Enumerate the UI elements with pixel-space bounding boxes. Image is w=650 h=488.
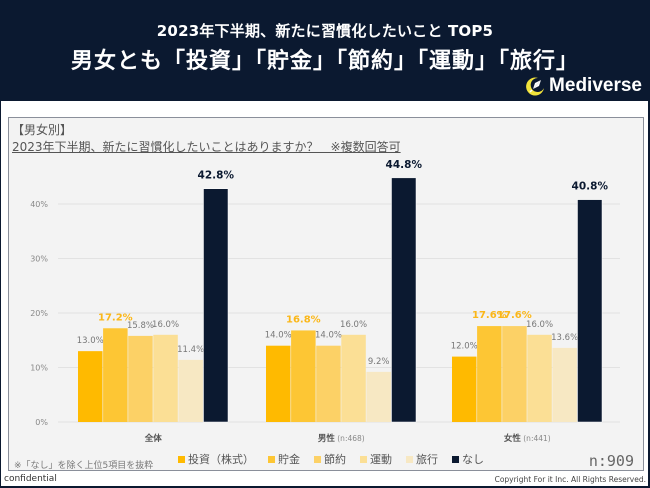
section-label: 【男女別】	[12, 123, 73, 137]
data-label: 13.6%	[551, 333, 578, 343]
confidential-label: confidential	[4, 474, 57, 484]
copyright: Copyright For it Inc. All Rights Reserve…	[494, 475, 646, 484]
data-label: 17.6%	[497, 310, 532, 321]
bar-0-1	[103, 328, 128, 422]
data-label: 14.0%	[315, 331, 342, 341]
logo-text: Mediverse	[549, 75, 642, 96]
data-label: 16.0%	[152, 320, 179, 330]
legend-label: 節約	[324, 453, 346, 466]
rocket-moon-icon	[526, 77, 545, 96]
legend-label: なし	[462, 453, 484, 466]
data-label: 16.0%	[526, 320, 553, 330]
data-label: 17.6%	[472, 310, 507, 321]
bar-2-2	[502, 326, 527, 422]
legend-label: 貯金	[278, 453, 300, 466]
legend-swatch	[406, 455, 413, 463]
y-tick-label: 0%	[35, 418, 48, 427]
category-label: 女性 (n:441)	[504, 433, 551, 444]
legend-swatch	[360, 455, 367, 463]
bar-0-2	[128, 335, 153, 422]
bar-0-5	[203, 188, 229, 423]
bar-0-3	[153, 334, 178, 422]
y-tick-label: 20%	[30, 309, 48, 318]
survey-question: 2023年下半期、新たに習慣化したいことはありますか？ ※複数回答可	[12, 140, 401, 154]
header: 2023年下半期、新たに習慣化したいこと TOP5 男女とも「投資」「貯金」「節…	[0, 0, 650, 101]
legend-item: 運動	[360, 451, 392, 467]
legend-item: 旅行	[406, 451, 438, 467]
data-label: 11.4%	[177, 345, 204, 355]
bar-2-1	[477, 326, 502, 422]
bar-1-3	[341, 334, 366, 422]
y-tick-label: 40%	[30, 200, 48, 209]
data-label: 17.2%	[98, 312, 133, 323]
bar-2-4	[552, 347, 577, 422]
legend-swatch	[314, 455, 321, 463]
bar-0-4	[178, 359, 203, 422]
bar-1-0	[266, 345, 291, 422]
data-label: 16.0%	[340, 320, 367, 330]
legend-swatch	[178, 455, 185, 463]
data-label: 14.0%	[265, 331, 292, 341]
bar-1-5	[391, 177, 417, 423]
bar-1-4	[366, 371, 391, 422]
data-label: 40.8%	[572, 181, 609, 193]
data-label: 15.8%	[127, 321, 154, 331]
y-tick-label: 30%	[30, 255, 48, 264]
legend-label: 旅行	[416, 453, 438, 466]
logo: Mediverse	[524, 74, 642, 98]
legend-item: 投資（株式）	[178, 451, 254, 467]
bar-2-0	[452, 356, 477, 422]
category-label: 男性 (n:468)	[318, 433, 365, 444]
data-label: 13.0%	[77, 336, 104, 346]
bar-0-0	[78, 351, 103, 422]
category-label: 全体	[144, 433, 163, 444]
legend-item: 貯金	[268, 451, 300, 467]
data-label: 9.2%	[368, 357, 390, 367]
data-label: 44.8%	[386, 159, 423, 171]
legend-label: 投資（株式）	[188, 453, 254, 466]
bar-2-3	[527, 334, 552, 422]
legend-label: 運動	[370, 453, 392, 466]
legend-item: 節約	[314, 451, 346, 467]
title-line-1: 2023年下半期、新たに習慣化したいこと TOP5	[156, 22, 494, 40]
bar-1-2	[316, 345, 341, 422]
bar-2-5	[577, 199, 603, 423]
title-line-2: 男女とも「投資」「貯金」「節約」「運動」「旅行」	[70, 49, 579, 74]
y-tick-label: 10%	[30, 364, 48, 373]
chart-legend: 投資（株式） 貯金 節約 運動 旅行 なし	[178, 451, 484, 467]
data-label: 12.0%	[451, 342, 478, 352]
footnote: ※「なし」を除く上位5項目を抜粋	[14, 461, 154, 471]
legend-item: なし	[452, 451, 484, 467]
legend-swatch	[268, 455, 275, 463]
bar-1-1	[291, 330, 316, 422]
data-label: 42.8%	[198, 170, 235, 182]
legend-swatch	[452, 455, 459, 463]
data-label: 16.8%	[286, 314, 321, 325]
sample-size: n:909	[588, 452, 634, 470]
